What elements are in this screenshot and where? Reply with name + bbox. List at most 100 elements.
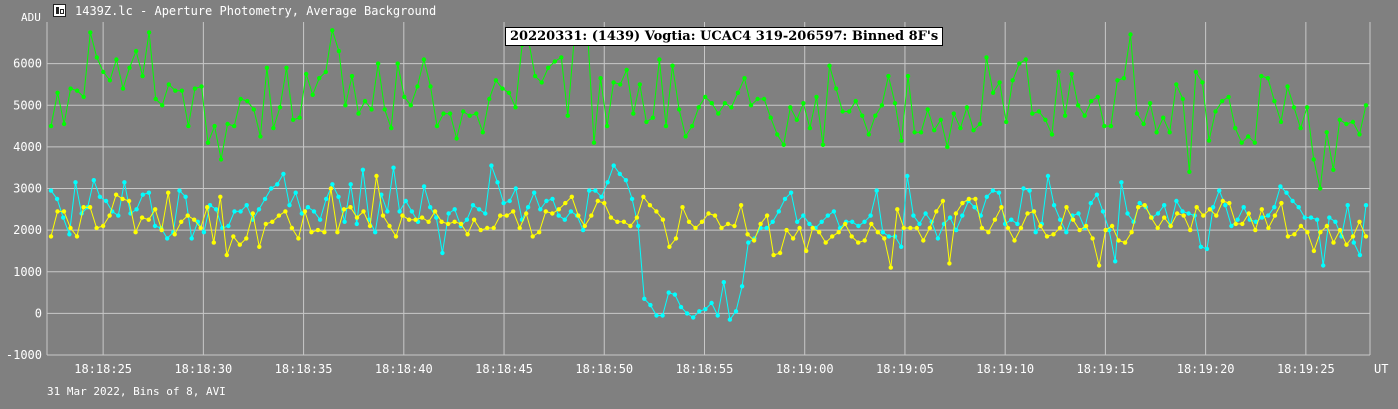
data-point <box>770 219 775 224</box>
data-point <box>493 78 499 83</box>
data-point <box>1333 219 1338 224</box>
data-point <box>360 167 366 172</box>
data-point <box>1027 188 1032 193</box>
data-point <box>400 213 405 218</box>
data-point <box>446 211 451 216</box>
data-point <box>634 215 640 220</box>
data-point <box>899 138 904 143</box>
data-point <box>797 225 802 231</box>
data-point <box>591 140 597 145</box>
data-point <box>569 194 574 199</box>
data-point <box>231 234 236 239</box>
data-point <box>1207 207 1213 212</box>
data-point <box>166 190 171 195</box>
data-point <box>349 73 355 79</box>
data-point <box>611 80 616 85</box>
data-point <box>538 207 543 212</box>
data-point <box>1180 209 1185 214</box>
data-point <box>960 213 965 218</box>
data-point <box>1064 205 1069 210</box>
data-point <box>432 209 438 214</box>
y-tick-label: 4000 <box>13 140 42 154</box>
data-point <box>1021 186 1026 191</box>
data-point <box>225 121 230 127</box>
data-point <box>1077 227 1082 233</box>
data-point <box>777 250 783 256</box>
data-point <box>1137 200 1142 206</box>
data-point <box>153 96 158 102</box>
data-point <box>48 123 54 129</box>
data-point <box>999 205 1004 210</box>
data-point <box>644 119 649 125</box>
data-point <box>107 78 113 83</box>
data-point <box>465 232 470 237</box>
data-point <box>134 207 139 212</box>
data-point <box>402 94 407 100</box>
data-point <box>94 225 99 231</box>
data-point <box>954 227 959 233</box>
data-point <box>593 188 598 193</box>
data-point <box>88 30 93 35</box>
data-point <box>391 165 396 170</box>
data-point <box>727 317 733 322</box>
data-point <box>725 221 731 227</box>
data-point <box>310 92 315 98</box>
data-point <box>860 113 865 118</box>
data-point <box>880 230 885 235</box>
data-point <box>1337 117 1343 123</box>
x-tick-label: 18:19:25 <box>1277 362 1335 376</box>
data-point <box>568 209 574 214</box>
data-point <box>1324 223 1330 229</box>
data-point <box>784 227 789 233</box>
data-point <box>504 213 509 218</box>
data-point <box>342 219 347 224</box>
data-point <box>68 86 73 91</box>
data-point <box>1044 234 1050 239</box>
data-point <box>782 196 788 202</box>
data-point <box>990 188 996 193</box>
data-point <box>1180 96 1186 102</box>
data-point <box>1147 101 1153 106</box>
data-point <box>205 140 211 145</box>
data-point <box>697 309 702 314</box>
data-point <box>947 215 953 220</box>
data-point <box>992 217 998 222</box>
data-point <box>1214 213 1219 218</box>
data-point <box>1253 219 1259 224</box>
data-point <box>1100 209 1106 214</box>
data-point <box>636 223 641 229</box>
data-point <box>454 136 459 141</box>
data-point <box>1038 223 1043 229</box>
lightcurve-app-icon[interactable] <box>53 4 66 17</box>
data-point <box>183 194 188 199</box>
data-point <box>862 219 867 224</box>
data-point <box>1167 130 1172 135</box>
data-point <box>932 128 937 133</box>
data-point <box>403 198 408 204</box>
data-point <box>489 163 494 168</box>
data-point <box>556 207 561 212</box>
data-point <box>935 236 941 241</box>
data-point <box>745 232 750 237</box>
data-point <box>934 209 939 214</box>
data-point <box>733 309 739 314</box>
data-point <box>498 213 503 218</box>
data-point <box>1108 123 1114 129</box>
data-point <box>537 230 542 235</box>
data-point <box>495 180 500 185</box>
data-point <box>964 105 970 110</box>
series-3 <box>48 173 1369 270</box>
data-point <box>1246 211 1252 216</box>
data-point <box>794 117 799 123</box>
data-point <box>1141 121 1146 127</box>
data-point <box>1174 198 1179 204</box>
data-point <box>341 207 347 212</box>
data-point <box>853 98 858 104</box>
y-tick-label: 6000 <box>13 57 42 71</box>
data-point <box>271 125 276 131</box>
data-point <box>868 213 873 218</box>
data-point <box>262 196 268 202</box>
data-point <box>1318 230 1323 235</box>
data-point <box>152 223 158 229</box>
data-point <box>120 86 126 91</box>
